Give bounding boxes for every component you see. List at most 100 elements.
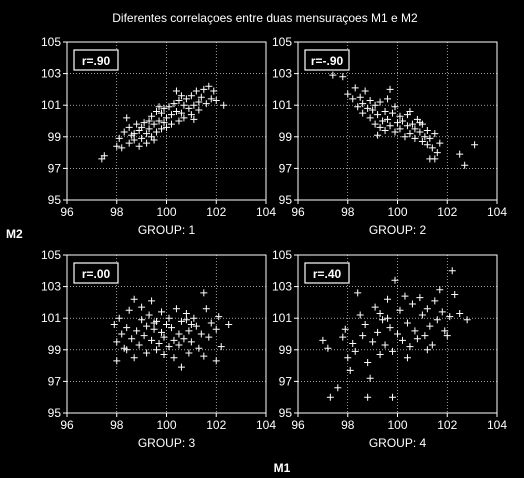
y-tick-label: 95 — [279, 193, 293, 207]
data-point — [411, 327, 419, 335]
data-point — [148, 112, 156, 120]
data-point — [150, 136, 158, 144]
y-tick-label: 101 — [272, 98, 292, 112]
data-point — [202, 100, 210, 108]
data-point — [374, 111, 382, 119]
data-point — [413, 335, 421, 343]
data-point — [115, 134, 123, 142]
data-point — [215, 313, 223, 321]
data-point — [451, 291, 459, 298]
data-point — [133, 120, 141, 128]
data-point — [349, 95, 357, 103]
data-point — [396, 125, 404, 133]
data-point — [175, 96, 183, 104]
data-point — [153, 346, 161, 354]
y-tick-label: 105 — [272, 248, 292, 262]
data-point — [190, 115, 198, 123]
x-tick-label: 96 — [60, 205, 74, 219]
x-tick-label: 102 — [437, 418, 457, 432]
data-point — [341, 325, 349, 333]
data-point — [172, 87, 180, 95]
y-tick-label: 95 — [48, 406, 62, 420]
data-point — [438, 308, 446, 316]
data-point — [391, 128, 399, 136]
data-point — [433, 149, 441, 157]
data-point — [364, 358, 372, 366]
data-point — [163, 123, 170, 131]
data-point — [165, 103, 173, 111]
data-point — [170, 100, 178, 108]
data-point — [446, 313, 454, 321]
group-label: GROUP: 2 — [369, 223, 427, 237]
data-point — [172, 108, 180, 116]
data-point — [123, 346, 131, 354]
data-point — [386, 85, 394, 93]
annotation-text: r=.90 — [82, 54, 111, 68]
data-point — [138, 134, 146, 142]
y-tick-label: 97 — [279, 161, 293, 175]
data-point — [461, 161, 469, 169]
x-tick-label: 98 — [110, 205, 124, 219]
annotation-box — [73, 49, 119, 71]
x-tick-label: 102 — [206, 418, 226, 432]
data-point — [391, 276, 399, 284]
data-point — [160, 119, 168, 127]
data-point — [396, 112, 404, 120]
data-point — [195, 98, 203, 106]
data-point — [366, 374, 374, 382]
data-point — [379, 117, 387, 125]
data-point — [406, 130, 414, 138]
data-point — [423, 346, 431, 354]
scatter-panel-3: 96 98 100 102 104 95 97 99 101 103 105 GROUP: 3 r=.0… — [41, 248, 276, 450]
data-point — [401, 292, 409, 300]
y-tick-label: 99 — [279, 343, 293, 357]
data-point — [361, 87, 369, 95]
data-point — [398, 336, 406, 344]
data-point — [381, 108, 389, 116]
data-point — [155, 117, 163, 125]
data-point — [200, 352, 208, 360]
correlation-annotation: r=.40 — [304, 262, 350, 284]
data-point — [192, 322, 200, 330]
data-point — [143, 349, 151, 357]
annotation-text: r=-.90 — [311, 54, 344, 68]
scatter-panel-4: 96 98 100 102 104 95 97 99 101 103 105 GROUP: 4 r=.4… — [272, 248, 507, 450]
data-point — [177, 92, 185, 100]
data-point — [175, 341, 183, 349]
data-point — [140, 332, 148, 340]
data-point — [351, 84, 359, 92]
data-point — [356, 93, 364, 101]
y-tick-label: 99 — [279, 130, 293, 144]
data-point — [471, 141, 479, 149]
data-point — [212, 96, 220, 104]
data-point — [163, 114, 170, 122]
data-point — [381, 341, 389, 349]
y-tick-label: 99 — [48, 343, 62, 357]
data-point — [130, 354, 138, 362]
data-point — [389, 393, 397, 401]
data-point — [431, 155, 439, 163]
data-point — [364, 104, 372, 112]
data-point — [170, 336, 178, 344]
data-point — [220, 101, 228, 109]
y-tick-label: 99 — [48, 130, 62, 144]
data-point — [423, 141, 431, 149]
data-point — [190, 314, 198, 322]
y-tick-label: 105 — [272, 35, 292, 49]
data-point — [217, 343, 225, 351]
data-point — [153, 128, 161, 136]
data-point — [158, 308, 166, 316]
x-tick-label: 98 — [341, 205, 355, 219]
data-point — [110, 321, 118, 329]
data-point — [200, 289, 208, 297]
data-point — [359, 100, 367, 108]
data-point — [389, 109, 397, 117]
data-point — [433, 316, 441, 324]
y-tick-label: 101 — [41, 98, 61, 112]
data-point — [384, 115, 392, 123]
data-point — [177, 317, 185, 325]
y-tick-label: 105 — [41, 248, 61, 262]
data-point — [113, 142, 121, 150]
data-point — [371, 303, 379, 311]
data-point — [351, 347, 359, 355]
